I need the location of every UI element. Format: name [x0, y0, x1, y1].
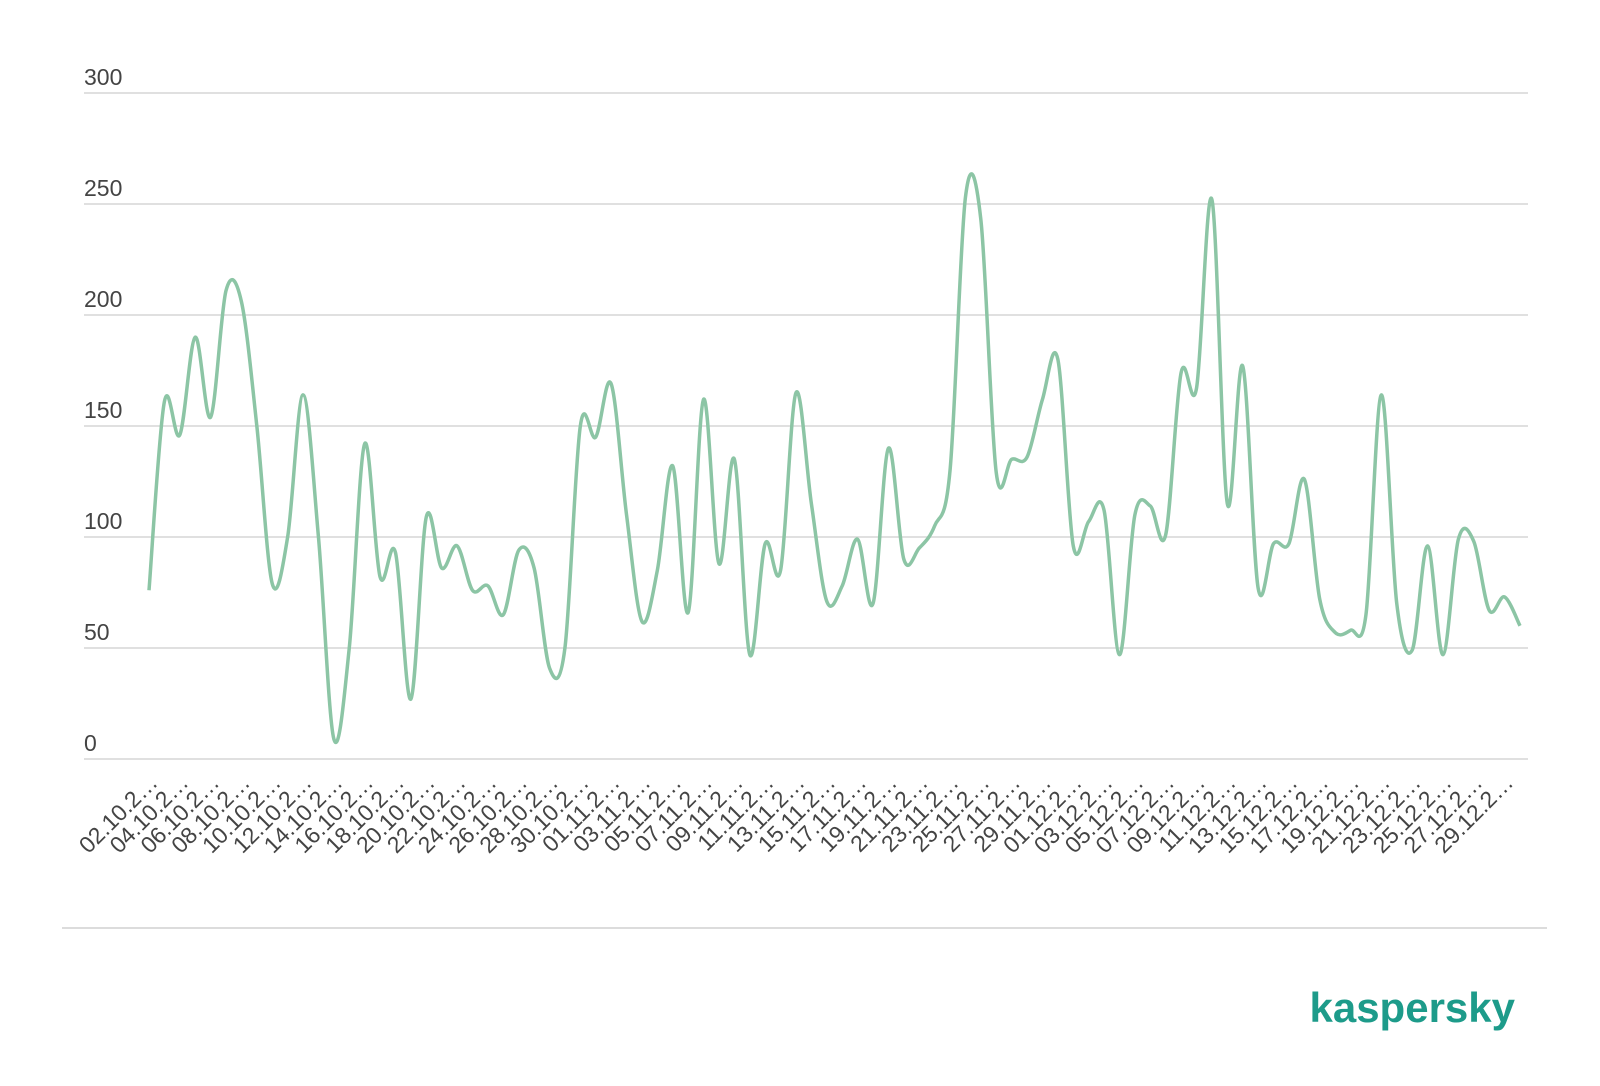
- y-tick-label: 300: [84, 64, 122, 90]
- y-tick-label: 200: [84, 286, 122, 312]
- y-tick-label: 50: [84, 619, 110, 645]
- y-tick-label: 150: [84, 397, 122, 423]
- y-tick-label: 100: [84, 508, 122, 534]
- brand-logo: kaspersky: [1309, 984, 1515, 1031]
- y-tick-label: 250: [84, 175, 122, 201]
- y-tick-label: 0: [84, 730, 97, 756]
- data-line: [147, 172, 1522, 744]
